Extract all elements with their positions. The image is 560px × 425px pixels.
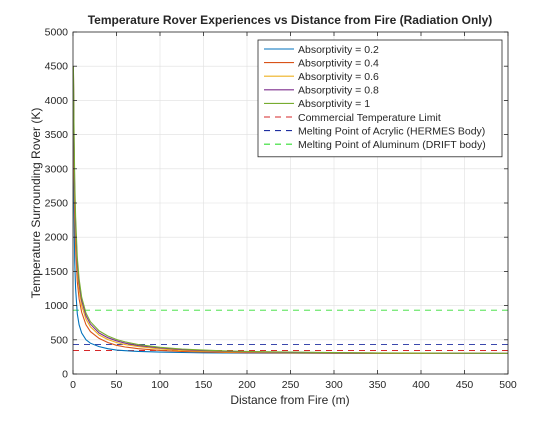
y-tick-label: 5000 bbox=[45, 27, 69, 39]
legend-label: Absorptivity = 0.2 bbox=[298, 44, 379, 56]
y-tick-label: 4500 bbox=[45, 61, 69, 73]
legend-label: Melting Point of Acrylic (HERMES Body) bbox=[298, 125, 485, 137]
x-tick-label: 150 bbox=[195, 379, 213, 391]
x-tick-label: 300 bbox=[325, 379, 343, 391]
y-axis-label: Temperature Surrounding Rover (K) bbox=[29, 108, 43, 299]
x-tick-label: 250 bbox=[282, 379, 300, 391]
y-tick-label: 0 bbox=[62, 369, 68, 381]
x-tick-label: 450 bbox=[456, 379, 474, 391]
legend-label: Commercial Temperature Limit bbox=[298, 112, 441, 124]
y-tick-label: 2000 bbox=[45, 232, 69, 244]
legend-label: Absorptivity = 0.4 bbox=[298, 57, 379, 69]
x-tick-label: 200 bbox=[238, 379, 256, 391]
y-tick-label: 1500 bbox=[45, 266, 69, 278]
legend-label: Absorptivity = 0.8 bbox=[298, 85, 379, 97]
x-tick-label: 100 bbox=[151, 379, 169, 391]
y-tick-label: 2500 bbox=[45, 198, 69, 210]
x-tick-label: 500 bbox=[499, 379, 517, 391]
legend-label: Absorptivity = 1 bbox=[298, 98, 370, 110]
legend-label: Absorptivity = 0.6 bbox=[298, 71, 379, 83]
x-tick-label: 350 bbox=[369, 379, 387, 391]
y-tick-label: 500 bbox=[50, 334, 68, 346]
legend-label: Melting Point of Aluminum (DRIFT body) bbox=[298, 139, 486, 151]
y-tick-label: 4000 bbox=[45, 95, 69, 107]
y-tick-label: 1000 bbox=[45, 300, 69, 312]
y-tick-label: 3000 bbox=[45, 163, 69, 175]
y-tick-label: 3500 bbox=[45, 129, 69, 141]
chart-title: Temperature Rover Experiences vs Distanc… bbox=[88, 13, 493, 27]
x-tick-label: 0 bbox=[70, 379, 76, 391]
x-tick-label: 50 bbox=[111, 379, 123, 391]
x-axis-label: Distance from Fire (m) bbox=[230, 393, 349, 407]
x-tick-label: 400 bbox=[412, 379, 430, 391]
